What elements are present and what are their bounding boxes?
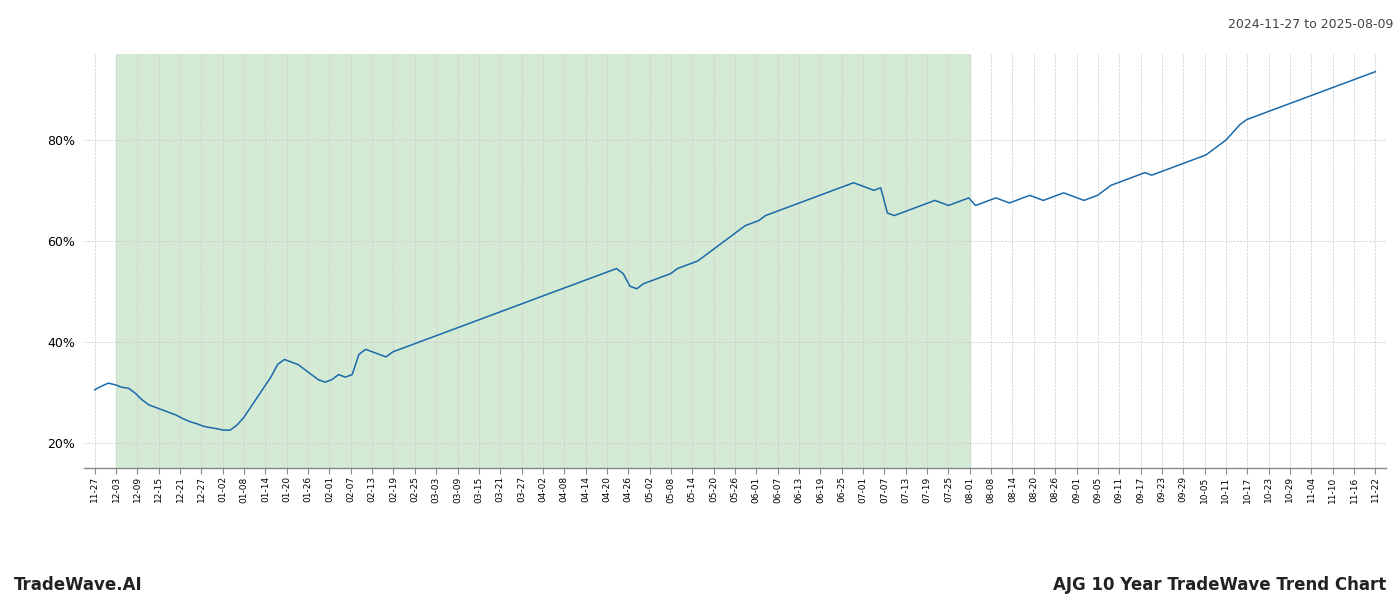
Text: TradeWave.AI: TradeWave.AI [14, 576, 143, 594]
Text: 2024-11-27 to 2025-08-09: 2024-11-27 to 2025-08-09 [1228, 18, 1393, 31]
Text: AJG 10 Year TradeWave Trend Chart: AJG 10 Year TradeWave Trend Chart [1053, 576, 1386, 594]
Bar [116, 54, 970, 468]
